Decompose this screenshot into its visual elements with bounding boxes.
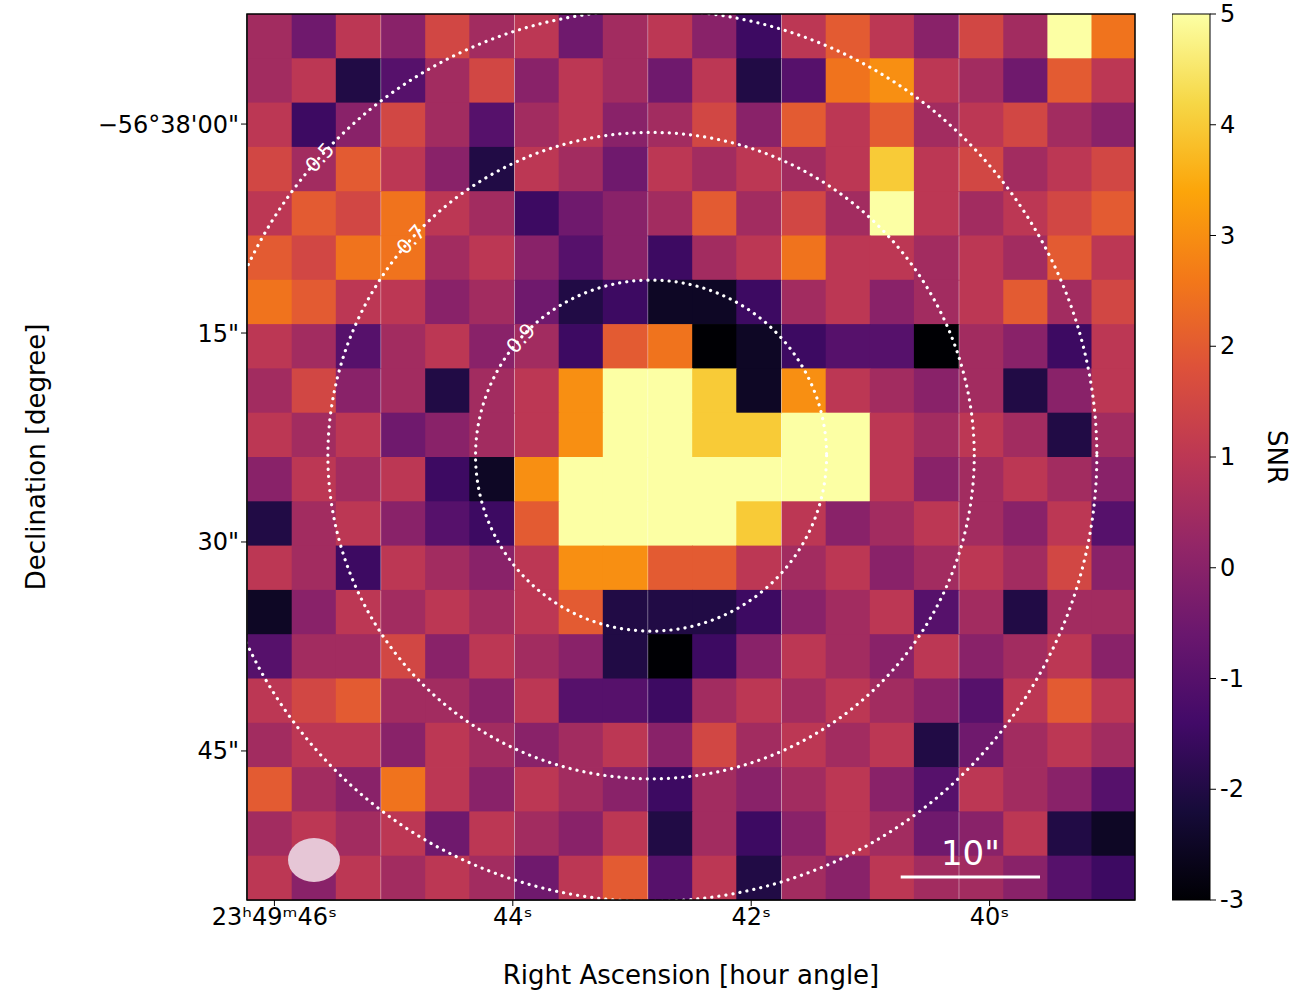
svg-text:40ˢ: 40ˢ <box>970 903 1010 931</box>
svg-text:5: 5 <box>1220 0 1235 28</box>
svg-text:-3: -3 <box>1220 886 1244 914</box>
svg-text:45": 45" <box>197 737 239 765</box>
svg-text:30": 30" <box>197 528 239 556</box>
svg-text:-1: -1 <box>1220 665 1244 693</box>
svg-text:Right Ascension [hour angle]: Right Ascension [hour angle] <box>503 960 880 990</box>
svg-text:10": 10" <box>941 833 1000 873</box>
svg-text:0.9: 0.9 <box>501 318 540 358</box>
svg-text:4: 4 <box>1220 111 1235 139</box>
svg-text:44ˢ: 44ˢ <box>493 903 533 931</box>
svg-text:1: 1 <box>1220 443 1235 471</box>
svg-text:3: 3 <box>1220 222 1235 250</box>
svg-text:15": 15" <box>197 320 239 348</box>
svg-text:23ʰ49ᵐ46ˢ: 23ʰ49ᵐ46ˢ <box>212 903 337 931</box>
svg-text:Declination [degree]: Declination [degree] <box>21 324 51 591</box>
svg-text:-2: -2 <box>1220 775 1244 803</box>
svg-text:0.5: 0.5 <box>300 137 339 177</box>
svg-text:0: 0 <box>1220 554 1235 582</box>
svg-text:42ˢ: 42ˢ <box>731 903 771 931</box>
svg-text:0.7: 0.7 <box>391 219 430 259</box>
svg-text:2: 2 <box>1220 332 1235 360</box>
svg-text:−56°38'00": −56°38'00" <box>98 111 239 139</box>
svg-text:SNR: SNR <box>1262 430 1292 484</box>
